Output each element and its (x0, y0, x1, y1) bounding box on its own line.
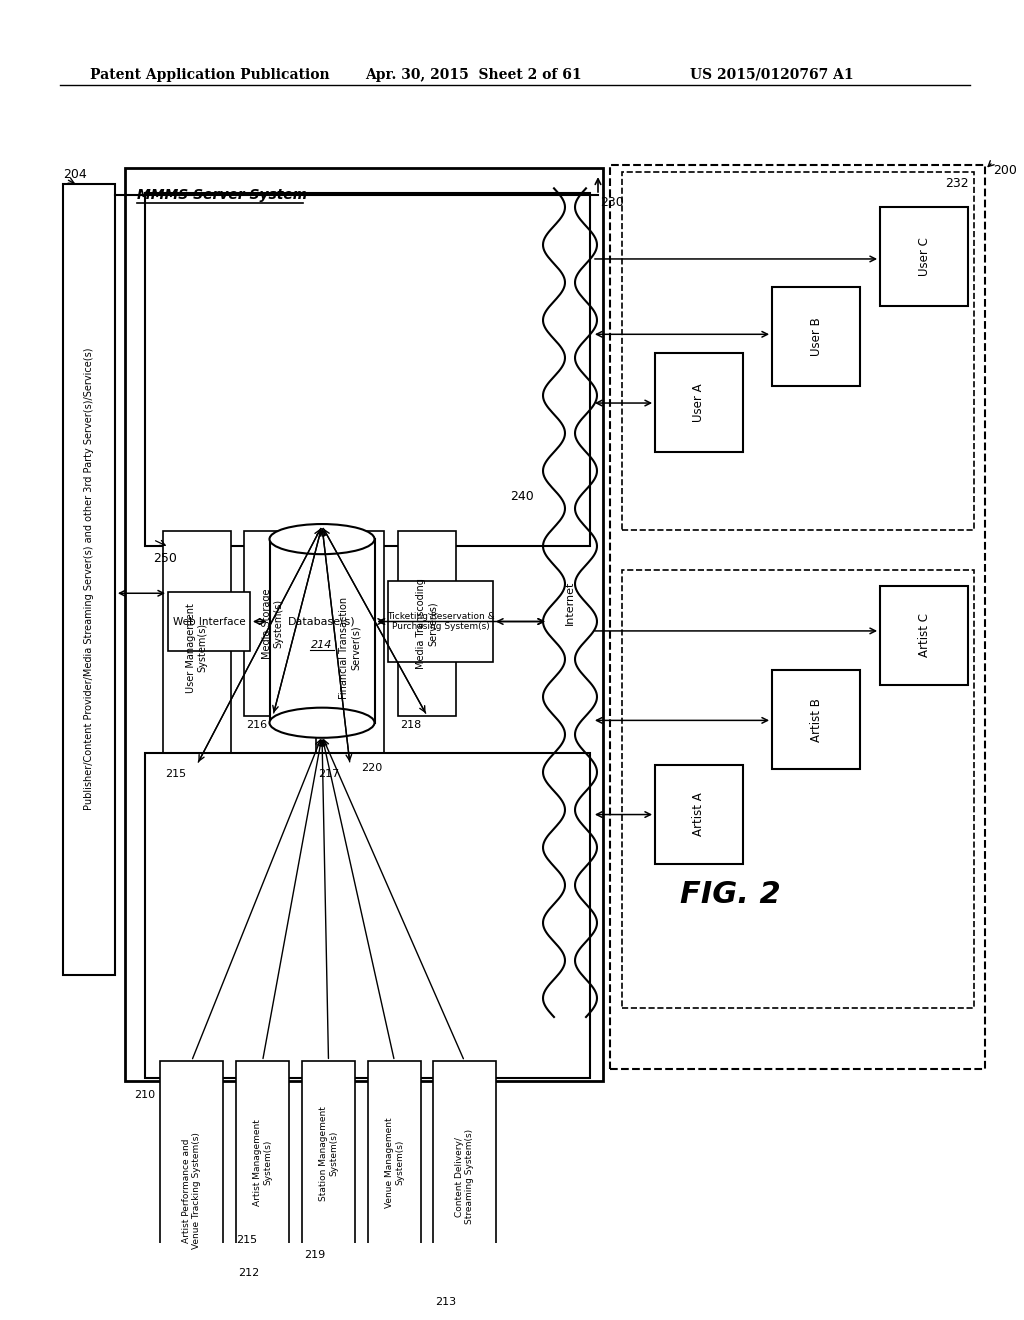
Text: 215: 215 (236, 1236, 257, 1246)
Bar (63, 183, 115, 974)
Bar (316, 531, 384, 764)
Bar (398, 531, 456, 715)
Bar (433, 1061, 496, 1292)
Bar (655, 354, 743, 451)
Text: User Management
System(s): User Management System(s) (186, 603, 208, 693)
Bar (772, 671, 860, 770)
Bar (388, 582, 493, 661)
Text: Station Management
System(s): Station Management System(s) (318, 1106, 338, 1200)
Text: 219: 219 (304, 1250, 326, 1259)
Text: 217: 217 (318, 770, 339, 779)
Bar (302, 1061, 355, 1245)
Text: 230: 230 (600, 195, 624, 209)
Bar (236, 1061, 289, 1263)
Text: Media Storage
System(s): Media Storage System(s) (262, 589, 284, 659)
Text: Financial Transaction
Server(s): Financial Transaction Server(s) (339, 597, 360, 698)
Text: Internet: Internet (565, 581, 575, 624)
Bar (368, 1061, 421, 1263)
Text: FIG. 2: FIG. 2 (680, 880, 780, 909)
Text: User B: User B (810, 317, 822, 356)
Bar (880, 207, 968, 306)
Text: Apr. 30, 2015  Sheet 2 of 61: Apr. 30, 2015 Sheet 2 of 61 (365, 67, 582, 82)
Text: 216: 216 (246, 721, 267, 730)
Text: 218: 218 (400, 721, 421, 730)
Text: 214: 214 (311, 640, 333, 649)
Text: User A: User A (692, 383, 706, 422)
Bar (772, 288, 860, 385)
Text: Content Delivery/
Streaming System(s): Content Delivery/ Streaming System(s) (455, 1129, 474, 1224)
Text: 250: 250 (153, 552, 177, 565)
Text: Artist C: Artist C (918, 614, 931, 657)
Text: 212: 212 (238, 1269, 259, 1279)
Bar (145, 754, 590, 1078)
Ellipse shape (269, 708, 375, 738)
Bar (168, 593, 250, 651)
Text: Artist Management
System(s): Artist Management System(s) (253, 1119, 272, 1206)
Text: Database(s): Database(s) (288, 616, 355, 627)
Bar (163, 531, 231, 764)
Text: Venue Management
System(s): Venue Management System(s) (385, 1117, 404, 1208)
Bar (622, 173, 974, 531)
Bar (655, 764, 743, 863)
Bar (160, 1061, 223, 1320)
Text: 200: 200 (993, 164, 1017, 177)
Text: Web Interface: Web Interface (173, 616, 246, 627)
Text: User C: User C (918, 238, 931, 276)
Text: 213: 213 (435, 1296, 456, 1307)
Bar (244, 531, 302, 715)
Text: Artist A: Artist A (692, 792, 706, 836)
Text: 240: 240 (510, 490, 534, 503)
Text: 232: 232 (945, 177, 969, 190)
Text: US 2015/0120767 A1: US 2015/0120767 A1 (690, 67, 854, 82)
Bar (610, 165, 985, 1069)
Ellipse shape (269, 524, 375, 554)
Text: Publisher/Content Provider/Media Streaming Server(s) and other 3rd Party Server(: Publisher/Content Provider/Media Streami… (84, 348, 94, 810)
Bar (622, 570, 974, 1007)
Bar (125, 168, 603, 1081)
Bar (880, 586, 968, 685)
Bar (145, 193, 590, 546)
Text: Patent Application Publication: Patent Application Publication (90, 67, 330, 82)
Text: Ticketing Reservation &
Purchasing System(s): Ticketing Reservation & Purchasing Syste… (387, 611, 495, 631)
Bar (269, 539, 375, 723)
Text: 210: 210 (134, 1089, 155, 1100)
Text: Artist Performance and
Venue Tracking System(s): Artist Performance and Venue Tracking Sy… (182, 1133, 201, 1249)
Text: Artist B: Artist B (810, 698, 822, 742)
Text: MMMS Server System: MMMS Server System (137, 189, 307, 202)
Text: 220: 220 (360, 763, 382, 772)
Text: 215: 215 (165, 770, 186, 779)
Text: Media Transcoding
Server(s): Media Transcoding Server(s) (416, 578, 438, 669)
Text: 204: 204 (63, 168, 87, 181)
